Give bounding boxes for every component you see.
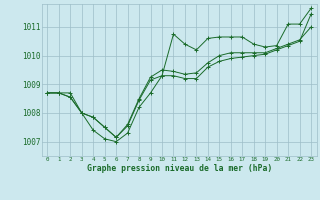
X-axis label: Graphe pression niveau de la mer (hPa): Graphe pression niveau de la mer (hPa) [87,164,272,173]
